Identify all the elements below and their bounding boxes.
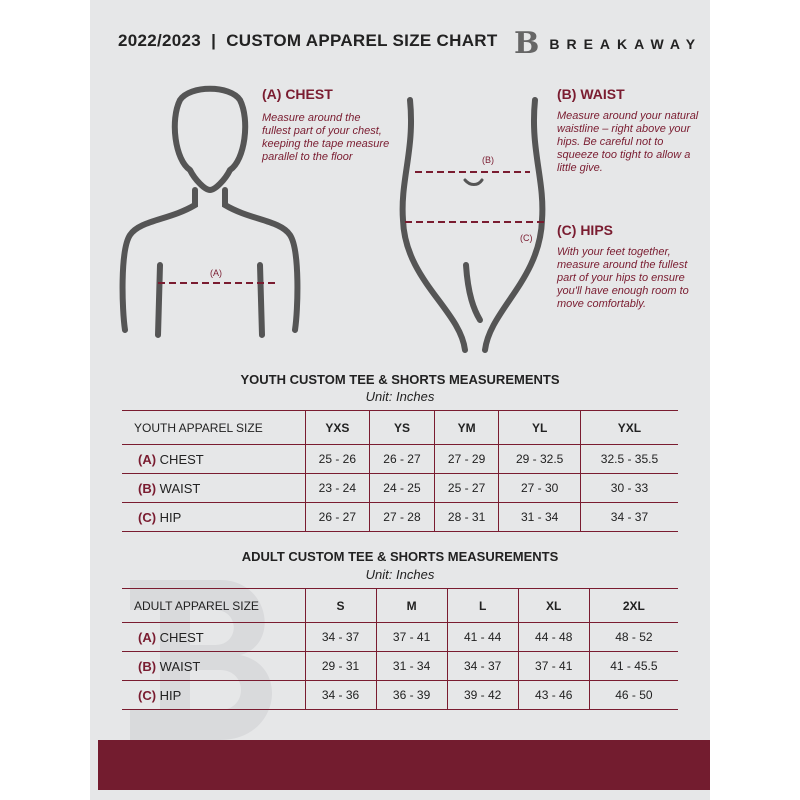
- value-cell: 36 - 39: [375, 680, 448, 710]
- measure-name: CHEST: [159, 629, 204, 645]
- hips-heading: (C) HIPS: [557, 222, 613, 238]
- measure-name: WAIST: [159, 480, 201, 496]
- measure-name: HIP: [159, 687, 182, 703]
- measure-label: (A) CHEST: [122, 622, 305, 652]
- waist-description: Measure around your natural waistline – …: [557, 110, 699, 174]
- value-cell: 32.5 - 35.5: [579, 444, 678, 474]
- value-cell: 34 - 37: [446, 651, 519, 681]
- measure-code: (B): [138, 480, 157, 496]
- size-chart-page: 2022/2023 | CUSTOM APPAREL SIZE CHART B …: [90, 0, 710, 800]
- header-cell: YXS: [304, 410, 370, 445]
- logo-text: BREAKAWAY: [549, 35, 703, 52]
- table-row: (C) HIP 34 - 36 36 - 39 39 - 42 43 - 46 46 - …: [122, 680, 678, 710]
- value-cell: 37 - 41: [375, 622, 448, 652]
- value-cell: 43 - 46: [517, 680, 590, 710]
- chest-heading: (A) CHEST: [262, 86, 333, 102]
- table-row: (B) WAIST 29 - 31 31 - 34 34 - 37 37 - 41 41 …: [122, 651, 678, 681]
- table-row: (B) WAIST 23 - 24 24 - 25 25 - 27 27 - 30 30 …: [122, 473, 678, 503]
- youth-unit: Unit: Inches: [365, 389, 435, 404]
- footer-bar: [98, 740, 710, 790]
- header-cell: ADULT APPAREL SIZE: [122, 588, 305, 623]
- youth-title: YOUTH CUSTOM TEE & SHORTS MEASUREMENTS: [240, 372, 560, 387]
- value-cell: 26 - 27: [304, 502, 370, 532]
- table-header-row: YOUTH APPAREL SIZE YXS YS YM YL YXL: [122, 410, 678, 445]
- table-header-row: ADULT APPAREL SIZE S M L XL 2XL: [122, 588, 678, 623]
- value-cell: 46 - 50: [588, 680, 678, 710]
- header-cell: XL: [517, 588, 590, 623]
- adult-title: ADULT CUSTOM TEE & SHORTS MEASUREMENTS: [241, 549, 559, 564]
- measure-code: (A): [138, 451, 157, 467]
- value-cell: 41 - 44: [446, 622, 519, 652]
- value-cell: 41 - 45.5: [588, 651, 678, 681]
- value-cell: 24 - 25: [369, 473, 435, 503]
- body-illustrations: [119, 85, 546, 353]
- value-cell: 26 - 27: [369, 444, 435, 474]
- value-cell: 27 - 29: [433, 444, 499, 474]
- measure-code: (B): [138, 658, 157, 674]
- value-cell: 31 - 34: [375, 651, 448, 681]
- table-row: (A) CHEST 25 - 26 26 - 27 27 - 29 29 - 32.5 3…: [122, 444, 678, 474]
- header-cell: YL: [498, 410, 581, 445]
- measure-label: (B) WAIST: [122, 651, 305, 681]
- value-cell: 25 - 26: [304, 444, 370, 474]
- upper-body-figure: [119, 85, 301, 338]
- measure-code: (C): [138, 509, 157, 525]
- measure-name: HIP: [159, 509, 182, 525]
- measure-label: (B) WAIST: [122, 473, 305, 503]
- measure-code: (A): [138, 629, 157, 645]
- header-cell: YXL: [579, 410, 678, 445]
- lower-body-figure: [399, 97, 546, 353]
- adult-size-table: ADULT APPAREL SIZE S M L XL 2XL (A) CHEST 34 - …: [122, 588, 678, 710]
- adult-unit: Unit: Inches: [365, 567, 435, 582]
- value-cell: 44 - 48: [517, 622, 590, 652]
- waist-heading: (B) WAIST: [557, 86, 625, 102]
- value-cell: 25 - 27: [433, 473, 499, 503]
- measure-code: (C): [138, 687, 157, 703]
- hips-marker: (C): [520, 233, 533, 243]
- value-cell: 29 - 31: [304, 651, 377, 681]
- brand-logo: B BREAKAWAY: [514, 26, 702, 61]
- value-cell: 31 - 34: [498, 502, 581, 532]
- measure-label: (C) HIP: [122, 502, 305, 532]
- value-cell: 39 - 42: [446, 680, 519, 710]
- value-cell: 34 - 36: [304, 680, 377, 710]
- value-cell: 30 - 33: [579, 473, 678, 503]
- hips-description: With your feet together, measure around …: [557, 246, 689, 310]
- header-cell: S: [304, 588, 377, 623]
- chest-marker: (A): [210, 268, 222, 278]
- chest-description: Measure around the fullest part of your …: [262, 112, 390, 163]
- table-row: (C) HIP 26 - 27 27 - 28 28 - 31 31 - 34 34 - …: [122, 502, 678, 532]
- logo-mark: B: [514, 26, 540, 61]
- value-cell: 27 - 28: [369, 502, 435, 532]
- measure-name: CHEST: [159, 451, 204, 467]
- value-cell: 23 - 24: [304, 473, 370, 503]
- header-cell: L: [446, 588, 519, 623]
- value-cell: 34 - 37: [579, 502, 678, 532]
- header-cell: YOUTH APPAREL SIZE: [122, 410, 305, 445]
- value-cell: 27 - 30: [498, 473, 581, 503]
- header-cell: YS: [369, 410, 435, 445]
- measure-label: (C) HIP: [122, 680, 305, 710]
- header-cell: 2XL: [588, 588, 678, 623]
- youth-size-table: YOUTH APPAREL SIZE YXS YS YM YL YXL (A) CHEST 2…: [122, 410, 678, 532]
- waist-marker: (B): [482, 155, 494, 165]
- value-cell: 29 - 32.5: [498, 444, 581, 474]
- table-row: (A) CHEST 34 - 37 37 - 41 41 - 44 44 - 48 48 …: [122, 622, 678, 652]
- measure-label: (A) CHEST: [122, 444, 305, 474]
- header-cell: YM: [433, 410, 499, 445]
- header-cell: M: [375, 588, 448, 623]
- value-cell: 28 - 31: [433, 502, 499, 532]
- page-title: 2022/2023 | CUSTOM APPAREL SIZE CHART: [118, 31, 498, 50]
- measure-name: WAIST: [159, 658, 201, 674]
- value-cell: 34 - 37: [304, 622, 377, 652]
- value-cell: 48 - 52: [588, 622, 678, 652]
- value-cell: 37 - 41: [517, 651, 590, 681]
